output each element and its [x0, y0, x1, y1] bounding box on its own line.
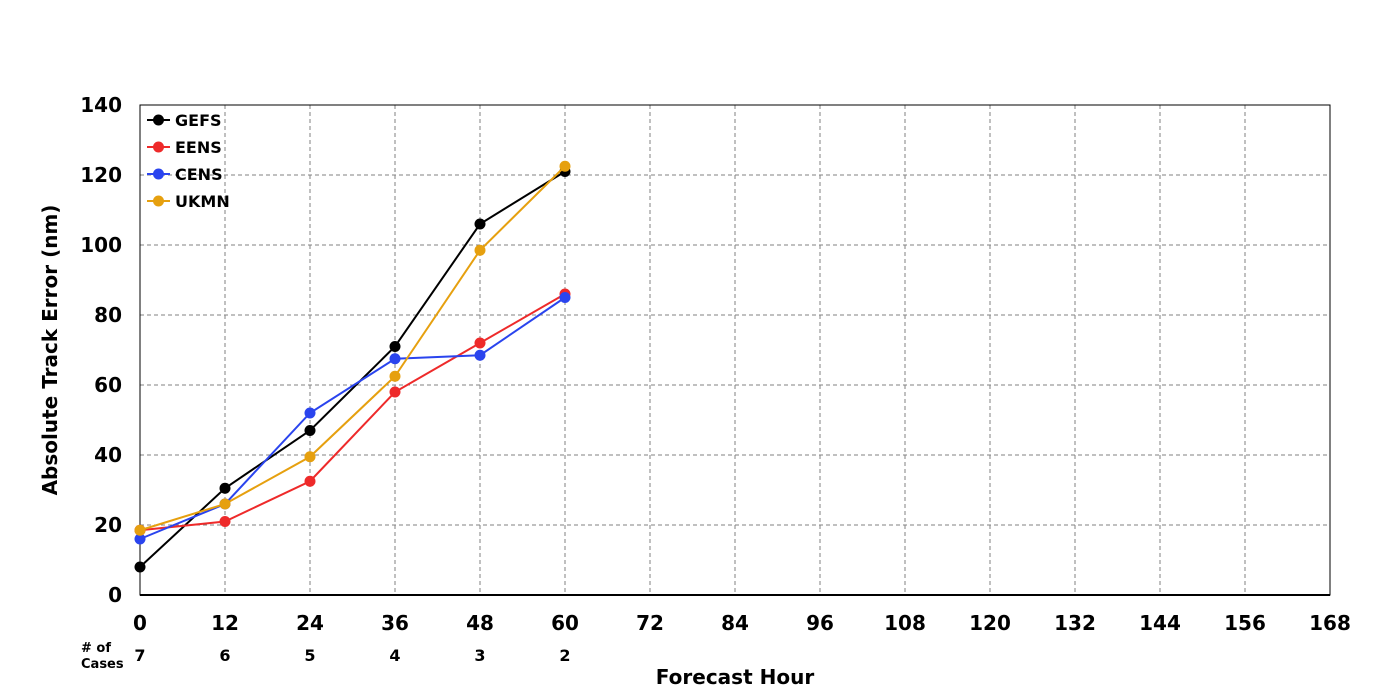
x-tick-label: 0: [133, 611, 147, 635]
x-tick-label: 60: [551, 611, 579, 635]
x-tick-labels: 0 12 24 36 48 60 72 84 96 108 120 132 144 156 168: [133, 611, 1351, 635]
x-tick-label: 168: [1309, 611, 1351, 635]
y-axis-title: Absolute Track Error (nm): [38, 205, 62, 496]
series-line: [139, 293, 566, 532]
case-count: 3: [474, 646, 485, 665]
x-axis-title: Forecast Hour: [656, 665, 815, 689]
legend-label: UKMN: [175, 192, 230, 211]
case-count: 6: [219, 646, 230, 665]
data-point: [389, 341, 401, 352]
data-point: [474, 218, 486, 230]
data-point: [304, 475, 316, 487]
data-point: [474, 244, 486, 256]
series-line: [139, 296, 566, 540]
y-tick-label: 0: [108, 583, 122, 607]
series-line: [139, 170, 566, 568]
y-tick-label: 20: [94, 513, 122, 537]
data-point: [219, 498, 231, 510]
y-tick-label: 140: [80, 93, 122, 117]
case-count: 4: [389, 646, 400, 665]
series-cens: [134, 292, 571, 545]
x-tick-label: 120: [969, 611, 1011, 635]
legend-marker: [153, 168, 164, 180]
legend-item-ukmn: UKMN: [147, 192, 230, 211]
legend-marker: [153, 114, 164, 126]
x-tick-label: 12: [211, 611, 239, 635]
data-series: [134, 160, 571, 573]
x-tick-label: 36: [381, 611, 409, 635]
data-point: [219, 482, 231, 494]
cases-label-line1: # of: [81, 641, 111, 656]
data-point: [389, 353, 401, 365]
x-tick-label: 144: [1139, 611, 1181, 635]
y-tick-label: 40: [94, 443, 122, 467]
y-tick-label: 80: [94, 303, 122, 327]
x-tick-label: 72: [636, 611, 664, 635]
legend: GEFS EENS CENS UKMN: [147, 111, 230, 211]
case-count: 2: [559, 646, 570, 665]
case-count: 7: [134, 646, 145, 665]
legend-item-cens: CENS: [147, 165, 223, 184]
legend-item-gefs: GEFS: [147, 111, 222, 130]
data-point: [389, 370, 401, 382]
data-point: [474, 337, 486, 349]
series-ukmn: [134, 160, 571, 536]
legend-label: GEFS: [175, 111, 222, 130]
x-tick-label: 108: [884, 611, 926, 635]
data-point: [134, 524, 146, 536]
data-point: [304, 451, 316, 463]
x-tick-label: 156: [1224, 611, 1266, 635]
data-point: [389, 386, 401, 398]
x-tick-label: 96: [806, 611, 834, 635]
series-gefs: [134, 166, 571, 573]
cases-row: # of Cases 7 6 5 4 3 2: [81, 641, 571, 672]
legend-marker: [153, 141, 164, 153]
x-tick-label: 84: [721, 611, 749, 635]
y-tick-label: 100: [80, 233, 122, 257]
y-tick-label: 60: [94, 373, 122, 397]
data-point: [304, 425, 316, 436]
data-point: [134, 561, 146, 573]
data-point: [304, 407, 316, 419]
data-point: [134, 533, 146, 545]
y-tick-label: 120: [80, 163, 122, 187]
x-tick-label: 132: [1054, 611, 1096, 635]
data-point: [559, 160, 571, 172]
x-tick-label: 48: [466, 611, 494, 635]
data-point: [559, 292, 571, 303]
x-tick-label: 24: [296, 611, 324, 635]
legend-label: CENS: [175, 165, 223, 184]
data-point: [219, 516, 231, 527]
legend-label: EENS: [175, 138, 222, 157]
cases-label-line2: Cases: [81, 657, 124, 672]
legend-item-eens: EENS: [147, 138, 222, 157]
case-count: 5: [304, 646, 315, 665]
data-point: [474, 349, 486, 361]
y-tick-labels: 0 20 40 60 80 100 120 140: [80, 93, 122, 607]
series-line: [139, 165, 566, 532]
legend-marker: [153, 195, 164, 207]
